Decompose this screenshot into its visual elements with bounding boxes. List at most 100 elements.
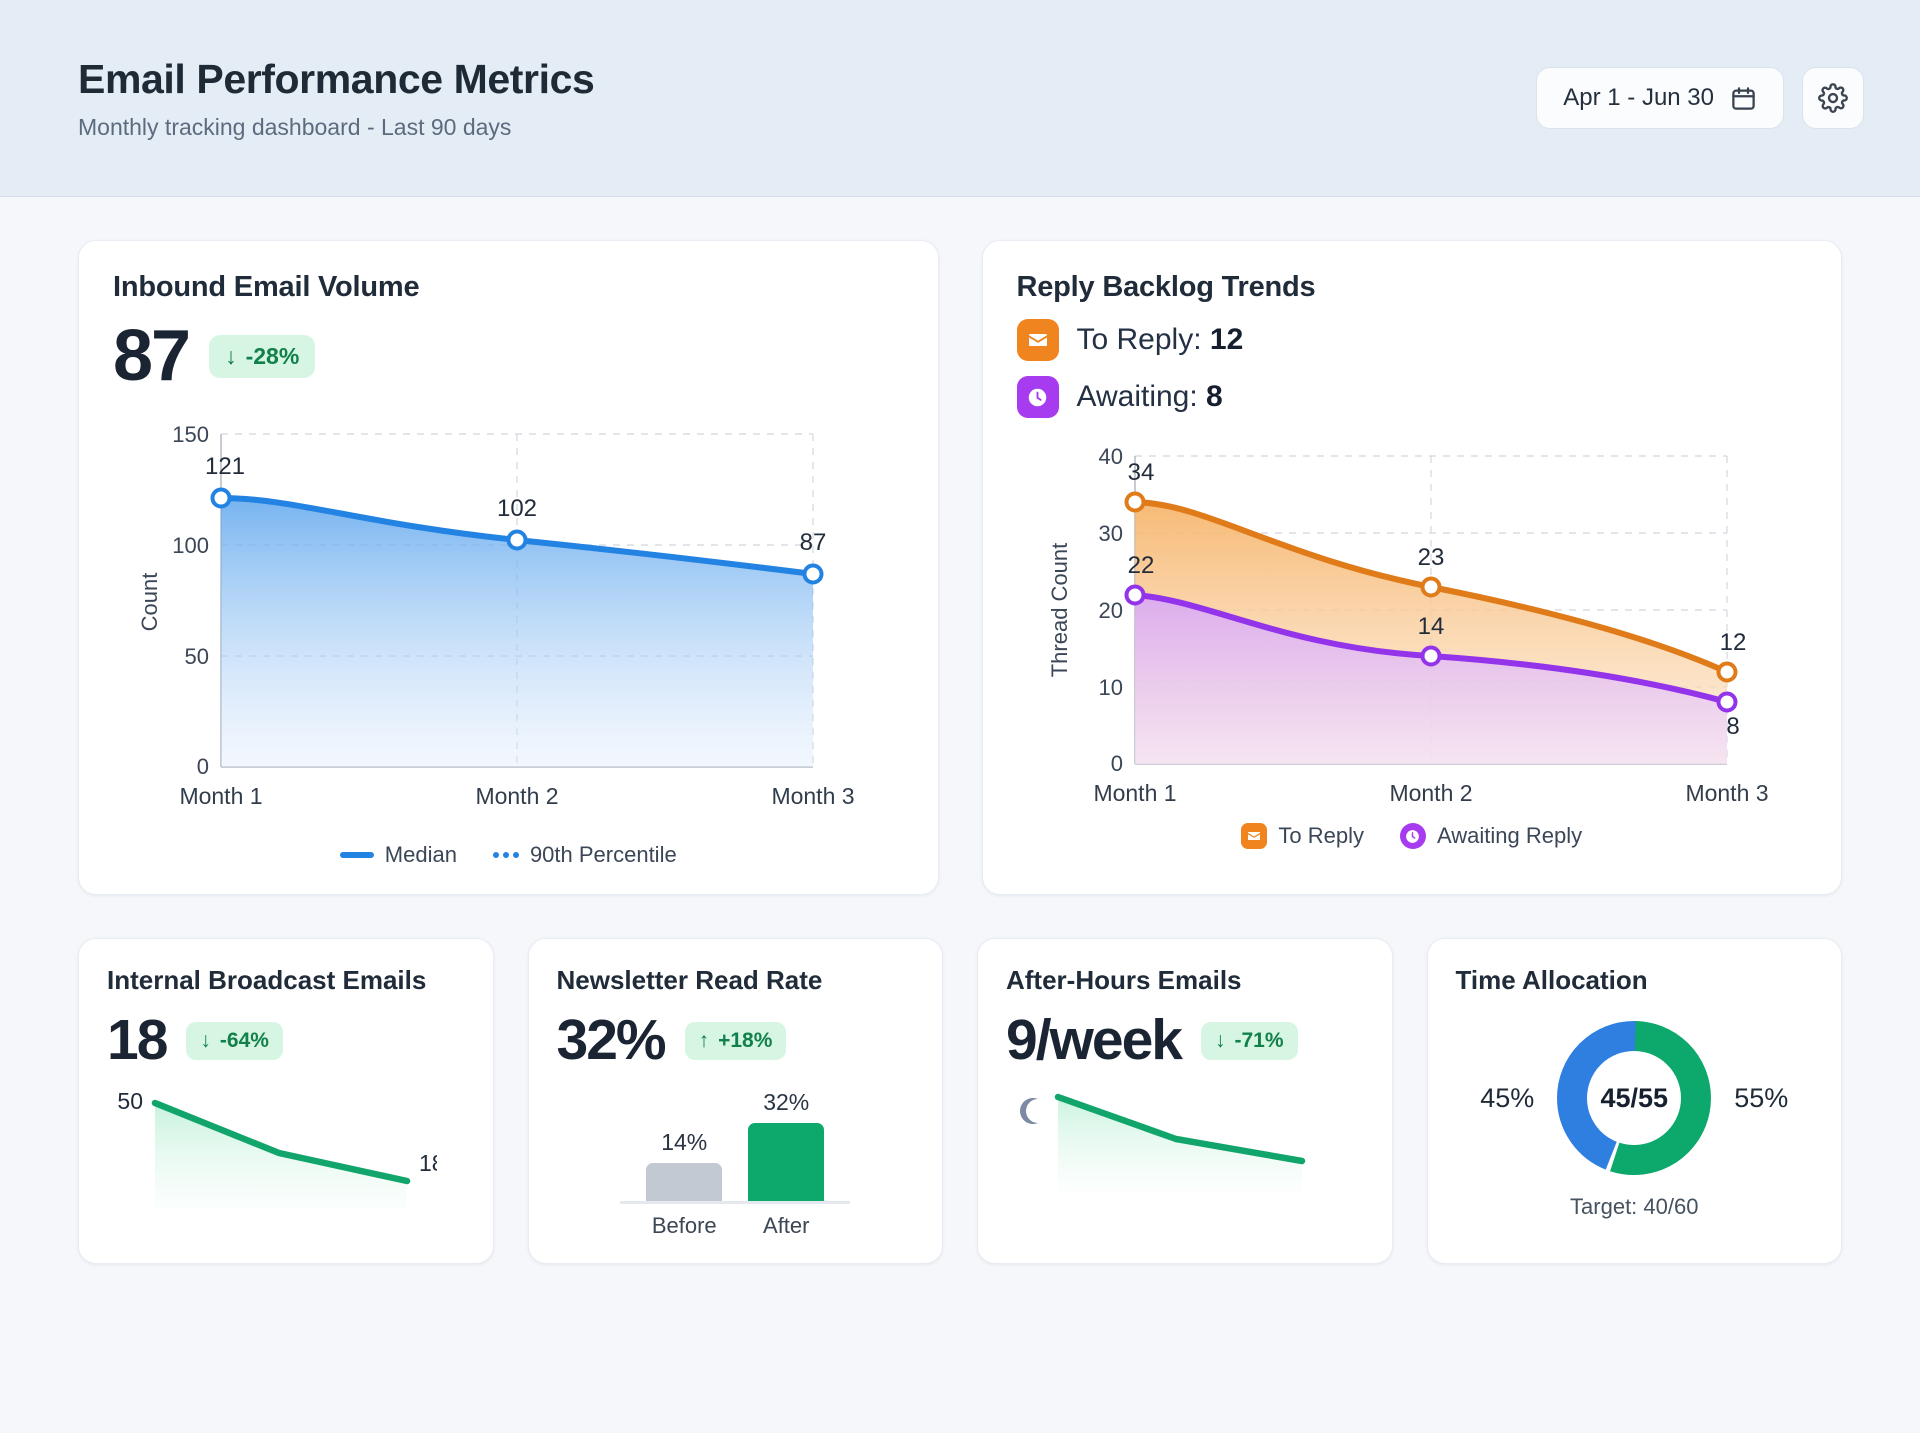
- gear-icon: [1818, 83, 1848, 113]
- bar-column-before: 14%: [646, 1129, 723, 1201]
- page-title: Email Performance Metrics: [78, 55, 595, 102]
- arrow-down-icon: ↓: [225, 342, 237, 369]
- arrow-down-icon: ↓: [200, 1028, 211, 1052]
- donut-label-left: 45%: [1480, 1082, 1535, 1113]
- line-dotted-icon: [492, 852, 519, 858]
- metric-value: 9/week: [1006, 1008, 1183, 1072]
- svg-text:Month 1: Month 1: [1093, 780, 1176, 806]
- backlog-value: 8: [1206, 380, 1223, 413]
- series-area-awaiting: [1134, 595, 1727, 764]
- delta-value: +18%: [718, 1028, 773, 1052]
- backlog-row-awaiting: Awaiting: 8: [1016, 376, 1808, 418]
- svg-text:100: 100: [172, 533, 209, 558]
- reply-backlog-svg: 40 30 20 10 0 Thread Count: [1047, 444, 1769, 806]
- card-reply-backlog-trends: Reply Backlog Trends To Reply: 12: [981, 240, 1842, 895]
- arrow-up-icon: ↑: [698, 1028, 710, 1052]
- inbound-chart-legend: Median 90th Percentile: [113, 842, 904, 868]
- backlog-text: To Reply: 12: [1077, 323, 1244, 357]
- delta-badge: ↓ -71%: [1200, 1021, 1298, 1060]
- series-points: [210, 487, 824, 585]
- metric-value: 32%: [556, 1008, 667, 1072]
- legend-item-median[interactable]: Median: [339, 842, 457, 868]
- svg-text:Month 1: Month 1: [179, 783, 262, 809]
- delta-badge: ↓ -28%: [209, 334, 316, 378]
- y-axis-ticks: 40 30 20 10 0: [1098, 444, 1122, 776]
- series-points: [1124, 491, 1737, 713]
- delta-value: -64%: [219, 1028, 269, 1052]
- page-subtitle: Monthly tracking dashboard - Last 90 day…: [78, 113, 512, 140]
- svg-text:150: 150: [172, 422, 209, 447]
- legend-label: Median: [384, 842, 457, 867]
- donut-block: 45% 45/55 55%: [1456, 1012, 1814, 1184]
- inbound-volume-chart: 150 100 50 0 Count: [113, 412, 904, 832]
- x-axis-ticks: Month 1 Month 2 Month 3: [1093, 780, 1768, 806]
- broadcast-sparkline-svg: 50 18: [117, 1089, 437, 1209]
- legend-item-90th-percentile[interactable]: 90th Percentile: [492, 842, 677, 868]
- svg-text:Month 2: Month 2: [475, 783, 558, 809]
- svg-text:Month 3: Month 3: [771, 783, 854, 809]
- svg-text:0: 0: [1110, 751, 1122, 776]
- legend-label: 90th Percentile: [529, 842, 677, 867]
- donut-label-right: 55%: [1734, 1082, 1789, 1113]
- clock-icon: [1016, 376, 1059, 418]
- bar-value-label: 32%: [763, 1089, 810, 1115]
- donut-slice-other: [1557, 1021, 1712, 1175]
- point-labels: 34 23 12 22 14 8: [1127, 459, 1746, 740]
- backlog-label: Awaiting:: [1076, 380, 1198, 413]
- reply-backlog-chart: 40 30 20 10 0 Thread Count: [1017, 438, 1808, 813]
- metric-line: 32% ↑ +18%: [557, 1012, 915, 1069]
- svg-text:121: 121: [205, 453, 245, 480]
- donut-chart: 45/55: [1548, 1012, 1720, 1184]
- bar-value-label: 14%: [661, 1129, 708, 1155]
- donut-center-label: 45/55: [1600, 1082, 1669, 1113]
- metric-value: 87: [113, 316, 191, 396]
- inbound-volume-svg: 150 100 50 0 Count: [137, 422, 855, 809]
- line-solid-icon: [339, 852, 374, 858]
- svg-text:8: 8: [1726, 713, 1739, 740]
- delta-value: -28%: [245, 342, 300, 369]
- legend-label: Awaiting Reply: [1436, 823, 1583, 848]
- bar-label-before: Before: [651, 1213, 717, 1238]
- dashboard-body: Inbound Email Volume 87 ↓ -28%: [0, 197, 1920, 1264]
- card-title: Reply Backlog Trends: [1016, 271, 1316, 303]
- bar-after: [748, 1123, 825, 1201]
- bar-column-after: 32%: [748, 1089, 825, 1201]
- delta-badge: ↓ -64%: [186, 1021, 283, 1060]
- settings-button[interactable]: [1802, 67, 1864, 129]
- svg-text:40: 40: [1098, 444, 1122, 469]
- card-title: After-Hours Emails: [1006, 965, 1242, 995]
- broadcast-sparkline: 50 18: [107, 1089, 465, 1209]
- svg-text:20: 20: [1098, 598, 1122, 623]
- calendar-icon: [1730, 85, 1757, 112]
- legend-label: To Reply: [1278, 823, 1364, 848]
- legend-item-to-reply[interactable]: To Reply: [1241, 823, 1364, 849]
- card-title: Internal Broadcast Emails: [107, 965, 427, 995]
- svg-text:50: 50: [185, 644, 209, 669]
- card-inbound-email-volume: Inbound Email Volume 87 ↓ -28%: [78, 240, 939, 895]
- afterhours-sparkline-svg: [1020, 1093, 1306, 1191]
- card-time-allocation: Time Allocation 45% 45/55 55% Target: 40…: [1426, 938, 1842, 1264]
- donut-target-label: Target: 40/60: [1570, 1194, 1699, 1219]
- card-title: Newsletter Read Rate: [556, 965, 823, 995]
- date-range-picker[interactable]: Apr 1 - Jun 30: [1536, 67, 1784, 129]
- card-internal-broadcast-emails: Internal Broadcast Emails 18 ↓ -64%: [78, 938, 494, 1264]
- top-card-row: Inbound Email Volume 87 ↓ -28%: [78, 240, 1842, 895]
- start-value-label: 50: [117, 1089, 143, 1114]
- svg-text:14: 14: [1417, 613, 1444, 640]
- svg-text:34: 34: [1127, 459, 1154, 486]
- point-labels: 121 102 87: [205, 453, 826, 556]
- sparkline-line: [1054, 1093, 1306, 1165]
- date-range-label: Apr 1 - Jun 30: [1563, 84, 1714, 111]
- card-title: Inbound Email Volume: [113, 271, 420, 303]
- bar-baseline: [620, 1201, 851, 1204]
- delta-badge: ↑ +18%: [684, 1021, 787, 1060]
- svg-text:10: 10: [1098, 675, 1122, 700]
- dashboard-header: Email Performance Metrics Monthly tracki…: [0, 0, 1920, 197]
- legend-item-awaiting-reply[interactable]: Awaiting Reply: [1399, 823, 1583, 849]
- backlog-label: To Reply:: [1076, 323, 1202, 356]
- metric-line: 87 ↓ -28%: [113, 320, 904, 392]
- header-title-block: Email Performance Metrics Monthly tracki…: [78, 55, 595, 141]
- delta-value: -71%: [1234, 1028, 1284, 1052]
- y-axis-title: Thread Count: [1047, 543, 1072, 678]
- y-axis-ticks: 150 100 50 0: [172, 422, 209, 779]
